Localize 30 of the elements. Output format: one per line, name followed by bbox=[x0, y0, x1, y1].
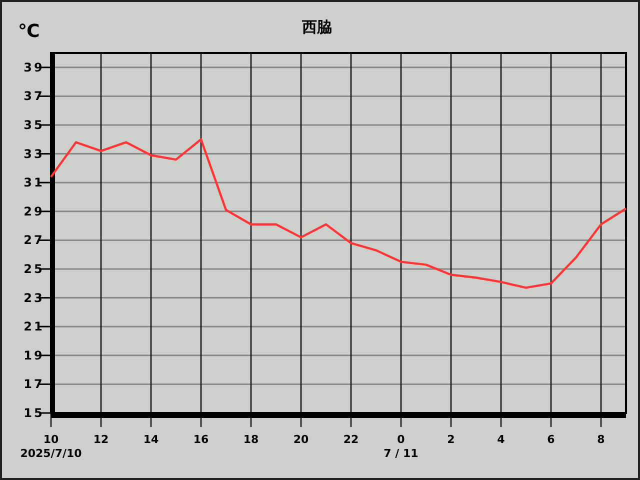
x-tick-label: 22 bbox=[343, 433, 359, 446]
y-tick-label: 31 bbox=[24, 176, 44, 190]
x-tick-label: 0 bbox=[397, 433, 406, 446]
line-series bbox=[50, 138, 628, 289]
x-tick-label: 4 bbox=[497, 433, 506, 446]
x-tick-label: 6 bbox=[547, 433, 556, 446]
y-tick-label: 25 bbox=[24, 262, 44, 276]
y-tick-label: 33 bbox=[24, 146, 44, 161]
y-tick-label: 27 bbox=[24, 233, 44, 248]
x-tick-label: 14 bbox=[143, 433, 159, 446]
x-tick-label: 2 bbox=[447, 433, 455, 446]
y-tick-label: 29 bbox=[24, 204, 44, 218]
chart-title: 西脇 bbox=[301, 18, 332, 36]
x-tick-label: 8 bbox=[597, 433, 605, 446]
y-axis-title: ℃ bbox=[18, 21, 40, 42]
x-tick-label: 12 bbox=[93, 433, 109, 446]
y-tick-label: 19 bbox=[24, 348, 44, 362]
y-tick-label: 39 bbox=[24, 60, 44, 74]
y-tick-label: 15 bbox=[24, 406, 44, 420]
x-tick-label: 20 bbox=[293, 433, 309, 446]
x-tick-label: 18 bbox=[243, 433, 259, 446]
text: 2025/7/10 bbox=[20, 447, 82, 460]
y-tick-label: 21 bbox=[24, 320, 44, 334]
y-tick-label: 23 bbox=[24, 290, 44, 305]
y-tick-label: 35 bbox=[24, 118, 44, 132]
x-tick-label: 16 bbox=[193, 433, 209, 446]
x-tick-label: 10 bbox=[43, 433, 59, 446]
y-tick-label: 37 bbox=[24, 89, 44, 104]
y-tick-label: 17 bbox=[24, 377, 44, 392]
text: 7 / 11 bbox=[384, 447, 418, 460]
